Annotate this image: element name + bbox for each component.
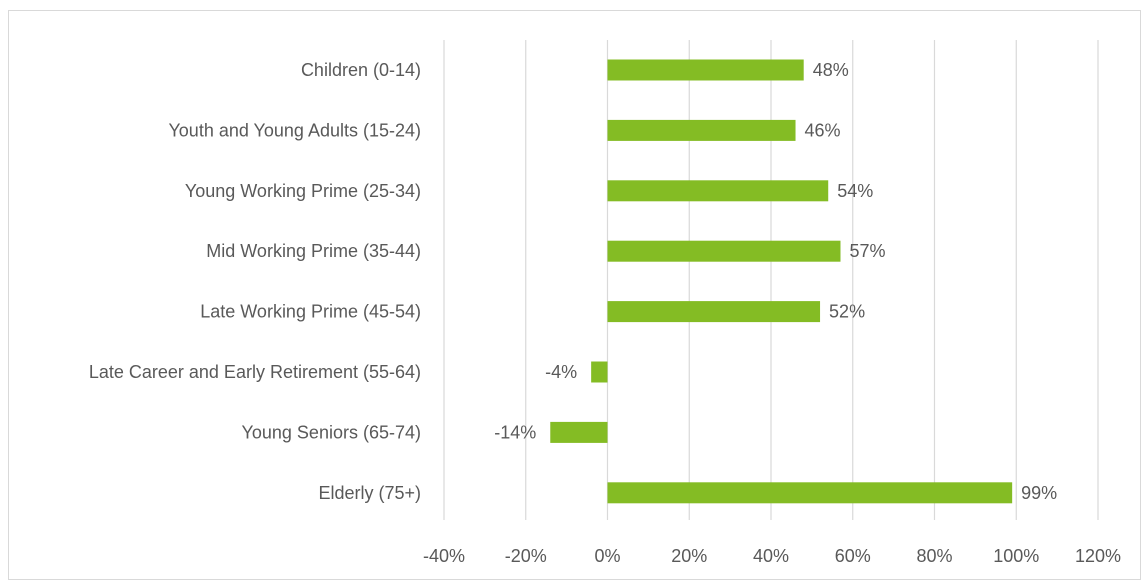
- x-tick-labels: -40% -20% 0% 20% 40% 60% 80% 100% 120%: [423, 546, 1121, 566]
- x-tick-label: -40%: [423, 546, 465, 566]
- x-tick-label: 120%: [1075, 546, 1121, 566]
- data-label: 46%: [805, 120, 841, 140]
- category-labels: Children (0-14) Youth and Young Adults (1…: [89, 60, 421, 503]
- x-tick-label: 0%: [594, 546, 620, 566]
- bar: [607, 119, 796, 141]
- bar: [607, 482, 1013, 504]
- category-label: Mid Working Prime (35-44): [206, 241, 421, 261]
- x-tick-label: 60%: [835, 546, 871, 566]
- bar: [607, 180, 829, 202]
- bar: [607, 59, 804, 81]
- bar: [607, 240, 841, 262]
- category-label: Young Working Prime (25-34): [185, 181, 421, 201]
- data-label: -4%: [545, 362, 577, 382]
- x-tick-label: 40%: [753, 546, 789, 566]
- data-label: -14%: [494, 422, 536, 442]
- data-label: 52%: [829, 302, 865, 322]
- bar: [591, 361, 608, 383]
- data-label: 57%: [849, 241, 885, 261]
- x-tick-label: -20%: [505, 546, 547, 566]
- x-tick-label: 20%: [671, 546, 707, 566]
- bar: [550, 421, 608, 443]
- category-label: Youth and Young Adults (15-24): [168, 120, 421, 140]
- x-tick-label: 100%: [993, 546, 1039, 566]
- data-labels: 48% 46% 54% 57% 52% -4% -14% 99%: [494, 60, 1057, 503]
- gridlines: [443, 40, 1099, 520]
- bar: [607, 301, 821, 323]
- data-label: 48%: [813, 60, 849, 80]
- category-label: Elderly (75+): [318, 483, 421, 503]
- data-label: 54%: [837, 181, 873, 201]
- category-label: Children (0-14): [301, 60, 421, 80]
- category-label: Late Career and Early Retirement (55-64): [89, 362, 421, 382]
- category-label: Late Working Prime (45-54): [200, 302, 421, 322]
- bars: [550, 59, 1013, 504]
- data-label: 99%: [1021, 483, 1057, 503]
- x-tick-label: 80%: [916, 546, 952, 566]
- category-label: Young Seniors (65-74): [242, 422, 421, 442]
